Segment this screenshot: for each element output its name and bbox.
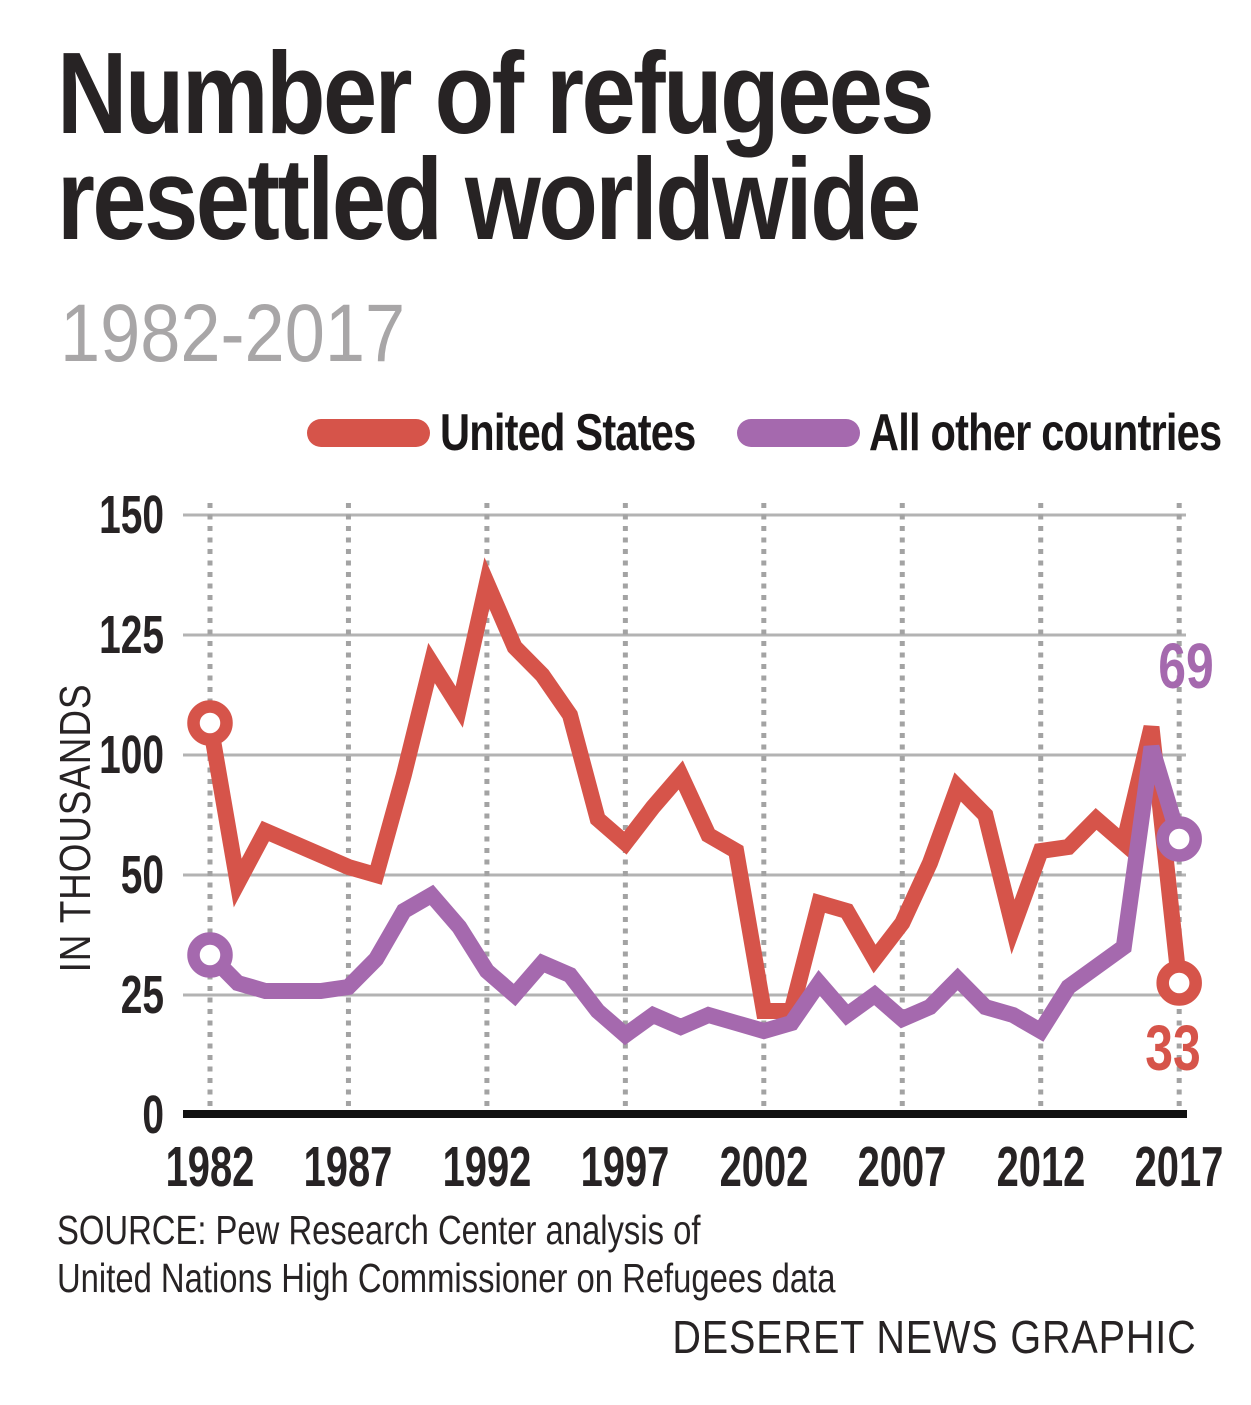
legend-swatch-united-states [307, 419, 430, 447]
y-axis-title: IN THOUSANDS [51, 683, 100, 973]
legend-label-all-other-countries: All other countries [869, 404, 1222, 462]
x-tick-1997: 1997 [580, 1135, 670, 1199]
y-tick-150: 150 [99, 485, 164, 545]
x-tick-1992: 1992 [442, 1135, 532, 1199]
others-marker-1982 [187, 932, 233, 978]
us-marker-2017 [1156, 960, 1202, 1006]
x-tick-1987: 1987 [304, 1135, 393, 1199]
annotation-others-2017: 69 [1158, 630, 1214, 702]
x-tick-2017: 2017 [1134, 1135, 1224, 1199]
source-line1: SOURCE: Pew Research Center analysis of [57, 1207, 701, 1253]
others-marker-2017 [1156, 816, 1202, 862]
x-tick-2012: 2012 [996, 1135, 1086, 1199]
us-line [202, 557, 1188, 1019]
source-line2: United Nations High Commissioner on Refu… [57, 1255, 836, 1301]
chart-title-line2: resettled worldwide [57, 134, 921, 264]
legend-swatch-all-other-countries [737, 419, 860, 447]
y-tick-0: 0 [142, 1085, 164, 1145]
chart-subtitle: 1982-2017 [60, 288, 406, 379]
credit-line: DESERET NEWS GRAPHIC [672, 1311, 1197, 1363]
x-tick-2007: 2007 [857, 1135, 947, 1199]
others-line [204, 744, 1187, 1046]
chart-title: Number of refugees resettled worldwide [57, 28, 1065, 264]
x-tick-1982: 1982 [165, 1135, 255, 1199]
annotation-us-2017: 33 [1145, 1012, 1201, 1084]
y-tick-125: 125 [99, 605, 164, 665]
y-tick-100: 100 [99, 725, 164, 785]
us-marker-1982 [187, 700, 233, 746]
chart-title-line1: Number of refugees [57, 28, 935, 158]
x-tick-2002: 2002 [719, 1135, 809, 1199]
legend-label-united-states: United States [440, 404, 696, 462]
source-note: SOURCE: Pew Research Center analysis of … [57, 1206, 835, 1302]
y-tick-25: 25 [120, 965, 164, 1025]
y-tick-50: 50 [120, 845, 164, 905]
